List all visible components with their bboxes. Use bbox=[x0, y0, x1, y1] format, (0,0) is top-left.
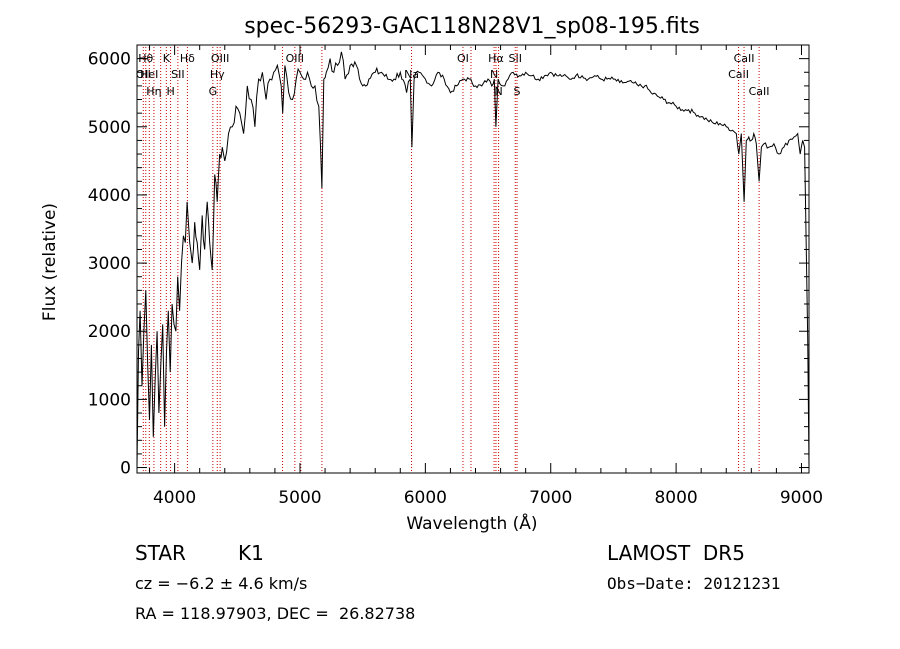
survey-label: LAMOST DR5 bbox=[607, 541, 745, 565]
line-marker-label: SII bbox=[509, 52, 522, 65]
line-marker-label: HeI bbox=[140, 68, 158, 81]
x-axis-label: Wavelength (Å) bbox=[406, 512, 537, 534]
x-tick-label: 6000 bbox=[404, 488, 447, 508]
line-marker-label: G bbox=[209, 85, 218, 98]
line-marker-label: CaII bbox=[734, 52, 755, 65]
y-tick-label: 3000 bbox=[88, 254, 131, 274]
x-tick-label: 5000 bbox=[278, 488, 321, 508]
x-tick-label: 4000 bbox=[153, 488, 196, 508]
y-tick-label: 6000 bbox=[88, 50, 131, 70]
line-marker-label: CaII bbox=[749, 85, 770, 98]
line-marker-label: OII bbox=[136, 68, 151, 81]
line-marker-label: OIII bbox=[286, 52, 304, 65]
chart-title: spec-56293-GAC118N28V1_sp08-195.fits bbox=[244, 14, 700, 39]
y-tick-label: 1000 bbox=[88, 390, 131, 410]
y-axis-ticks: 0 1000 2000 3000 4000 5000 6000 bbox=[88, 50, 809, 479]
line-marker-label: H bbox=[166, 85, 174, 98]
y-axis-label: Flux (relative) bbox=[40, 203, 60, 321]
plot-frame bbox=[136, 44, 810, 474]
redshift-velocity: cz = −6.2 ± 4.6 km/s bbox=[135, 574, 307, 593]
observation-date: Obs−Date: 20121231 bbox=[607, 574, 780, 593]
y-tick-label: 2000 bbox=[88, 322, 131, 342]
line-marker-label: Hγ bbox=[210, 68, 225, 81]
spectrum-line bbox=[136, 51, 810, 468]
y-tick-label: 0 bbox=[120, 459, 131, 479]
x-axis-ticks: 4000 5000 6000 7000 8000 9000 bbox=[149, 45, 823, 508]
line-marker-label: OI bbox=[457, 52, 469, 65]
y-tick-label: 4000 bbox=[88, 186, 131, 206]
line-marker-label: N bbox=[490, 68, 498, 81]
line-marker-label: N bbox=[494, 85, 502, 98]
line-marker-label: OIII bbox=[211, 52, 229, 65]
line-marker-label: Hδ bbox=[180, 52, 195, 65]
line-marker-label: S bbox=[514, 85, 521, 98]
line-marker-label: Hη bbox=[146, 85, 161, 98]
spectral-subclass: K1 bbox=[238, 541, 264, 565]
object-type: STAR bbox=[135, 541, 186, 565]
line-marker-label: Na bbox=[404, 68, 419, 81]
x-tick-label: 8000 bbox=[654, 488, 697, 508]
line-marker-label: K bbox=[163, 52, 171, 65]
line-marker-label: CaII bbox=[728, 68, 749, 81]
y-tick-label: 5000 bbox=[88, 118, 131, 138]
line-marker-label: Hα bbox=[488, 52, 504, 65]
coordinates: RA = 118.97903, DEC = 26.82738 bbox=[135, 604, 415, 623]
line-marker-label: SII bbox=[171, 68, 184, 81]
x-tick-label: 9000 bbox=[780, 488, 823, 508]
x-tick-label: 7000 bbox=[529, 488, 572, 508]
